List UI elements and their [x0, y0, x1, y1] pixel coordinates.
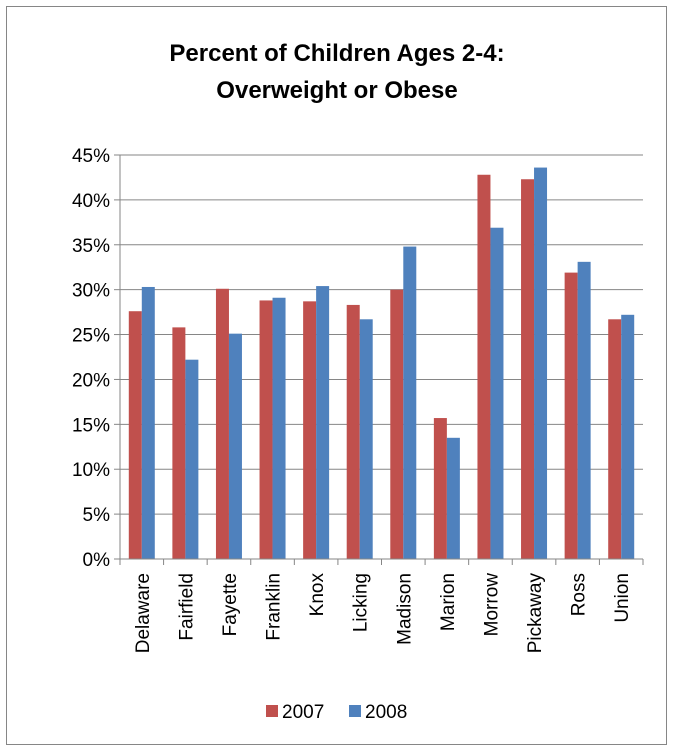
- bar-2008-delaware: [141, 286, 155, 559]
- bar-2008-union: [621, 314, 635, 559]
- bar-2008-franklin: [272, 297, 286, 559]
- bar-2007-licking: [346, 304, 360, 559]
- y-tick-label: 10%: [72, 460, 110, 481]
- bar-2007-fayette: [215, 288, 229, 559]
- x-category-label-knox: Knox: [307, 573, 328, 617]
- x-category-label-delaware: Delaware: [133, 573, 154, 653]
- bar-2008-marion: [446, 437, 460, 559]
- chart-title-line-1: Percent of Children Ages 2-4:: [169, 40, 504, 67]
- x-category-label-licking: Licking: [351, 573, 372, 632]
- bar-2007-madison: [390, 289, 404, 559]
- chart-title-line-2: Overweight or Obese: [216, 77, 457, 104]
- bar-2007-franklin: [259, 300, 273, 559]
- y-tick-label: 45%: [72, 146, 110, 167]
- bar-2007-fairfield: [172, 327, 186, 559]
- y-tick-label: 30%: [72, 281, 110, 302]
- bar-2008-pickaway: [534, 167, 548, 559]
- bar-2007-pickaway: [521, 179, 535, 560]
- y-tick-label: 20%: [72, 370, 110, 391]
- y-tick-label: 25%: [72, 326, 110, 347]
- x-category-label-pickaway: Pickaway: [525, 573, 546, 654]
- bar-2007-union: [608, 319, 622, 559]
- bars: [128, 167, 635, 560]
- y-tick-labels: 0% 5% 10% 15% 20% 25% 30% 35% 40% 45%: [72, 146, 110, 571]
- x-category-label-marion: Marion: [438, 573, 459, 631]
- axes: [114, 154, 644, 565]
- legend-label-2007: 2007: [282, 702, 324, 723]
- bar-2008-fayette: [228, 333, 242, 559]
- y-tick-label: 0%: [83, 550, 111, 571]
- y-tick-label: 5%: [83, 505, 111, 526]
- bar-2007-knox: [303, 301, 317, 559]
- legend-label-2008: 2008: [365, 702, 407, 723]
- y-tick-label: 15%: [72, 415, 110, 436]
- gridlines: [120, 154, 643, 515]
- bar-2008-licking: [359, 319, 373, 559]
- x-category-label-fayette: Fayette: [220, 573, 241, 636]
- x-category-label-union: Union: [612, 573, 633, 623]
- bar-2008-ross: [577, 261, 591, 559]
- x-category-label-ross: Ross: [569, 573, 590, 616]
- x-category-labels: Delaware Fairfield Fayette Franklin Knox Lick…: [133, 573, 633, 654]
- bar-2008-knox: [316, 286, 330, 559]
- bar-2008-fairfield: [185, 359, 199, 559]
- legend-swatch-2008: [349, 705, 361, 717]
- x-category-label-fairfield: Fairfield: [176, 573, 197, 641]
- bar-2008-madison: [403, 246, 417, 559]
- x-category-label-madison: Madison: [394, 573, 415, 645]
- bar-2007-delaware: [128, 311, 142, 559]
- chart-frame: [6, 6, 667, 745]
- bar-2007-morrow: [477, 174, 491, 560]
- x-category-label-morrow: Morrow: [481, 573, 502, 637]
- bar-2007-marion: [433, 418, 447, 559]
- y-tick-label: 35%: [72, 236, 110, 257]
- legend: 2007 2008: [266, 702, 407, 723]
- legend-swatch-2007: [266, 705, 278, 717]
- bar-2008-morrow: [490, 227, 504, 559]
- y-tick-label: 40%: [72, 191, 110, 212]
- x-category-label-franklin: Franklin: [264, 573, 285, 641]
- bar-2007-ross: [564, 272, 578, 559]
